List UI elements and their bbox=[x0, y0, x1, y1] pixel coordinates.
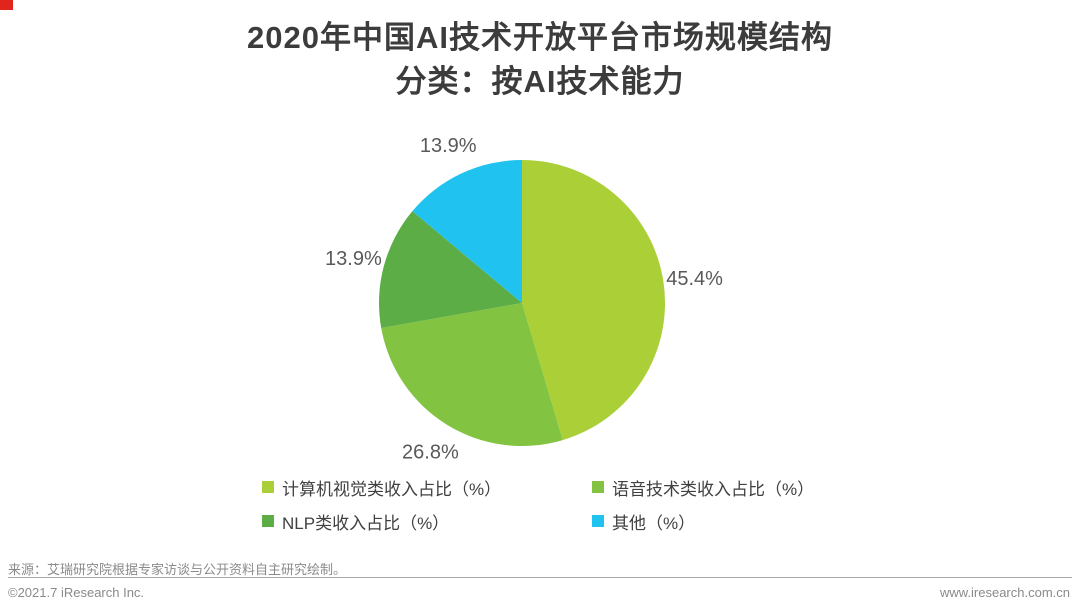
legend-label: 语音技术类收入占比（%） bbox=[612, 479, 815, 499]
website-url: www.iresearch.com.cn bbox=[939, 585, 1070, 600]
legend-label: NLP类收入占比（%） bbox=[282, 513, 450, 533]
pie-data-label-2: 13.9% bbox=[325, 248, 382, 270]
pie-slice-2 bbox=[379, 211, 522, 329]
legend-item-3: 其他（%） bbox=[592, 509, 882, 534]
pie-data-label-1: 26.8% bbox=[402, 442, 459, 464]
pie-data-label-3: 13.9% bbox=[420, 135, 477, 157]
legend-item-1: 语音技术类收入占比（%） bbox=[592, 475, 882, 500]
footer-divider bbox=[8, 577, 1072, 578]
legend-item-2: NLP类收入占比（%） bbox=[262, 509, 592, 534]
chart-legend: 计算机视觉类收入占比（%） 语音技术类收入占比（%） NLP类收入占比（%） 其他（%… bbox=[262, 470, 882, 538]
copyright-text: ©2021.7 iResearch Inc. bbox=[8, 585, 145, 600]
legend-swatch-icon bbox=[262, 481, 274, 493]
legend-label: 计算机视觉类收入占比（%） bbox=[282, 479, 502, 499]
legend-swatch-icon bbox=[592, 481, 604, 493]
legend-label: 其他（%） bbox=[612, 513, 696, 533]
chart-title-line2: 分类：按AI技术能力 bbox=[395, 64, 685, 99]
chart-title-line1: 2020年中国AI技术开放平台市场规模结构 bbox=[247, 20, 833, 55]
pie-slice-3 bbox=[412, 160, 522, 303]
chart-title: 2020年中国AI技术开放平台市场规模结构 分类：按AI技术能力 bbox=[0, 16, 1080, 104]
source-note: 来源：艾瑞研究院根据专家访谈与公开资料自主研究绘制。 bbox=[8, 562, 347, 577]
legend-swatch-icon bbox=[592, 515, 604, 527]
legend-item-0: 计算机视觉类收入占比（%） bbox=[262, 475, 592, 500]
pie-slice-0 bbox=[522, 160, 666, 441]
brand-logo-mark bbox=[0, 0, 13, 10]
pie-slice-1 bbox=[381, 303, 563, 447]
pie-data-label-0: 45.4% bbox=[666, 268, 723, 290]
legend-swatch-icon bbox=[262, 515, 274, 527]
